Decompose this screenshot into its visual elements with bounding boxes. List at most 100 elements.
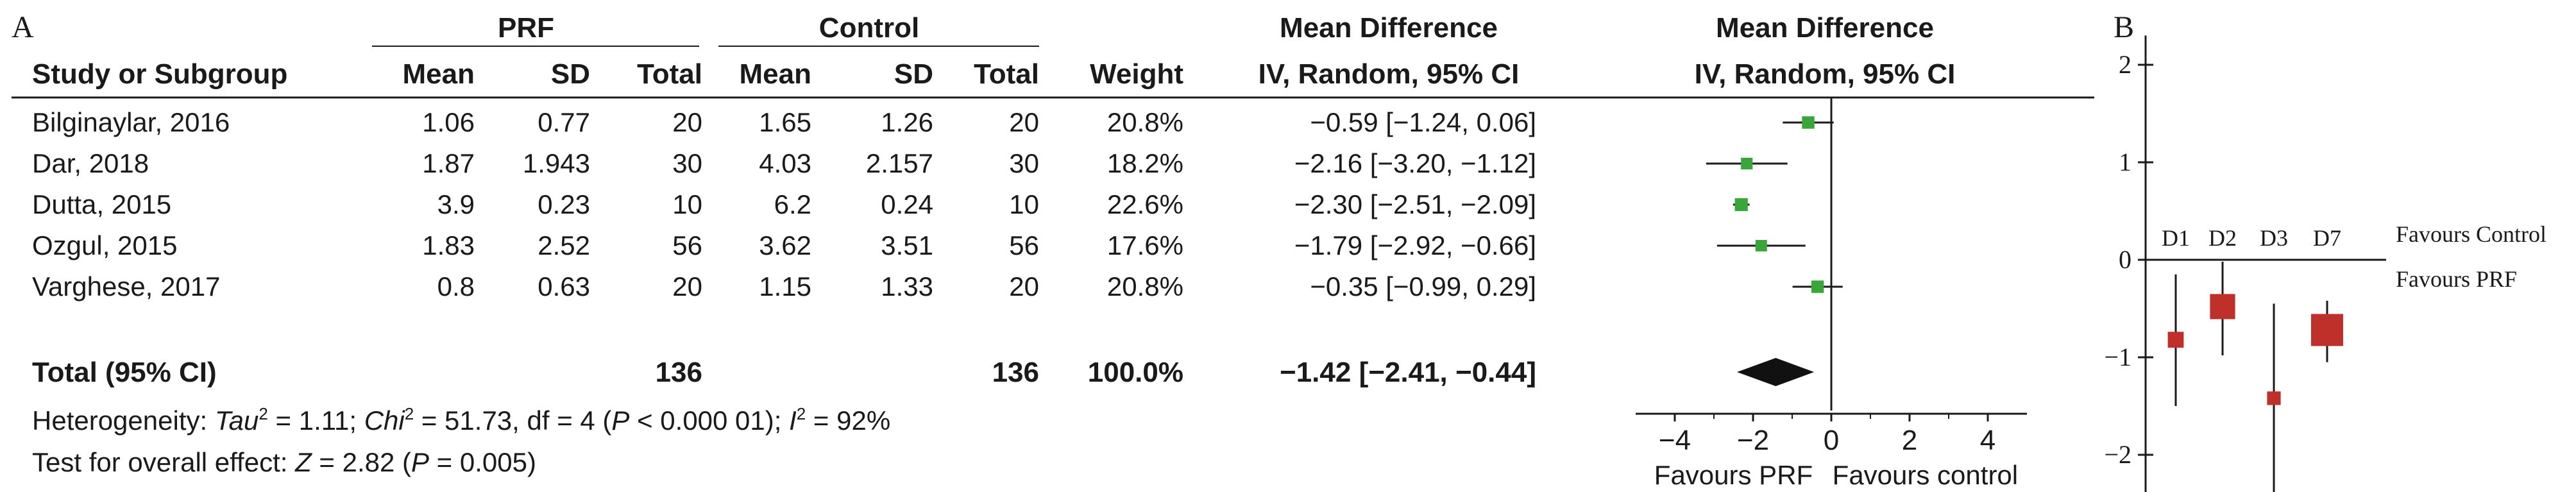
ctrl-sd: 0.24 bbox=[881, 189, 933, 219]
study-marker bbox=[1811, 280, 1824, 293]
ci-text: −1.79 [−2.92, −0.66] bbox=[1294, 230, 1536, 260]
prf-mean: 3.9 bbox=[437, 189, 475, 219]
prf-sd: 2.52 bbox=[538, 230, 590, 260]
ctrl-mean: 1.65 bbox=[759, 107, 811, 137]
ctrl-total: 56 bbox=[1009, 230, 1039, 260]
col-ci: IV, Random, 95% CI bbox=[1258, 58, 1520, 90]
prf-sd: 0.23 bbox=[538, 189, 590, 219]
x-tick-label: −2 bbox=[1737, 425, 1769, 456]
col-prf-mean: Mean bbox=[403, 58, 475, 90]
favours-prf-label: Favours PRF bbox=[1654, 460, 1813, 490]
col-ctrl-mean: Mean bbox=[740, 58, 811, 90]
col-ctrl-sd: SD bbox=[894, 58, 933, 90]
total-row: Total (95% CI) 136 136 100.0% −1.42 [−2.… bbox=[32, 357, 1536, 388]
panel-b: B 2 1 0 −1 −2 D1 D2 D3 D7 Favours Control Favours … bbox=[2104, 10, 2546, 492]
study-marker bbox=[1802, 116, 1815, 129]
header-mean-difference-left: Mean Difference bbox=[1280, 12, 1498, 44]
study-name: Dar, 2018 bbox=[32, 148, 149, 178]
y-tick-label: −1 bbox=[2104, 343, 2131, 371]
col-weight: Weight bbox=[1090, 58, 1183, 90]
ci-text: −0.35 [−0.99, 0.29] bbox=[1310, 271, 1536, 301]
ctrl-mean: 1.15 bbox=[759, 271, 811, 301]
study-rows: Bilginaylar, 2016 1.06 0.77 20 1.65 1.26 20 20.… bbox=[32, 107, 1536, 301]
table-row: Dutta, 2015 3.9 0.23 10 6.2 0.24 10 22.6% −2.30 … bbox=[32, 189, 1536, 219]
category-label: D3 bbox=[2260, 225, 2288, 251]
heterogeneity-text: Heterogeneity: Tau2 = 1.11; Chi2 = 51.73… bbox=[32, 404, 890, 436]
category-label: D1 bbox=[2162, 225, 2190, 251]
ctrl-sd: 1.26 bbox=[881, 107, 933, 137]
ctrl-total: 30 bbox=[1009, 148, 1039, 178]
col-prf-sd: SD bbox=[551, 58, 590, 90]
total-weight: 100.0% bbox=[1088, 357, 1183, 388]
y-tick-label: −2 bbox=[2104, 440, 2131, 469]
study-name: Ozgul, 2015 bbox=[32, 230, 178, 260]
ctrl-mean: 3.62 bbox=[759, 230, 811, 260]
prf-total: 10 bbox=[672, 189, 702, 219]
header-mean-difference-right: Mean Difference bbox=[1716, 12, 1934, 44]
estimate-marker bbox=[2311, 314, 2343, 346]
study-marker bbox=[1734, 198, 1748, 212]
total-control: 136 bbox=[992, 357, 1039, 388]
panel-a-label: A bbox=[12, 10, 34, 44]
ctrl-total: 10 bbox=[1009, 189, 1039, 219]
study-name: Dutta, 2015 bbox=[32, 189, 171, 219]
weight: 17.6% bbox=[1107, 230, 1183, 260]
ci-text: −2.30 [−2.51, −2.09] bbox=[1294, 189, 1536, 219]
weight: 20.8% bbox=[1107, 107, 1183, 137]
weight: 22.6% bbox=[1107, 189, 1183, 219]
prf-sd: 0.77 bbox=[538, 107, 590, 137]
prf-sd: 0.63 bbox=[538, 271, 590, 301]
col-ctrl-total: Total bbox=[974, 58, 1039, 90]
favours-control-label: Favours control bbox=[1833, 460, 2018, 490]
ci-text: −0.59 [−1.24, 0.06] bbox=[1310, 107, 1536, 137]
prf-mean: 1.87 bbox=[422, 148, 475, 178]
estimate-marker bbox=[2210, 294, 2235, 319]
ci-text: −2.16 [−3.20, −1.12] bbox=[1294, 148, 1536, 178]
x-tick-label: 4 bbox=[1980, 425, 1996, 456]
x-tick-label: −4 bbox=[1659, 425, 1691, 456]
ctrl-sd: 1.33 bbox=[881, 271, 933, 301]
prf-total: 20 bbox=[672, 271, 702, 301]
prf-total: 56 bbox=[672, 230, 702, 260]
study-name: Bilginaylar, 2016 bbox=[32, 107, 230, 137]
y-tick-label: 1 bbox=[2119, 148, 2131, 176]
panel-a: A PRF Control Mean Difference Mean Diffe… bbox=[12, 10, 2094, 490]
col-study: Study or Subgroup bbox=[32, 58, 287, 90]
total-ci: −1.42 [−2.41, −0.44] bbox=[1280, 357, 1536, 388]
y-tick-label: 0 bbox=[2119, 245, 2131, 274]
forest-plot: −4 −2 0 2 4 Favours PRF Favours control bbox=[1636, 98, 2027, 490]
table-row: Bilginaylar, 2016 1.06 0.77 20 1.65 1.26 20 20.… bbox=[32, 107, 1536, 137]
y-tick-label: 2 bbox=[2119, 50, 2131, 79]
total-prf: 136 bbox=[656, 357, 702, 388]
ctrl-sd: 3.51 bbox=[881, 230, 933, 260]
study-marker bbox=[1741, 157, 1753, 170]
ctrl-mean: 6.2 bbox=[774, 189, 811, 219]
table-row: Ozgul, 2015 1.83 2.52 56 3.62 3.51 56 17.6% −1.7… bbox=[32, 230, 1536, 260]
prf-total: 30 bbox=[672, 148, 702, 178]
prf-mean: 1.06 bbox=[422, 107, 475, 137]
ctrl-total: 20 bbox=[1009, 271, 1039, 301]
estimate-marker bbox=[2167, 332, 2184, 348]
table-row: Dar, 2018 1.87 1.943 30 4.03 2.157 30 18.2% −2.1… bbox=[32, 148, 1536, 178]
overall-effect-text: Test for overall effect: Z = 2.82 (P = 0… bbox=[32, 447, 536, 477]
category-label: D2 bbox=[2208, 225, 2237, 251]
weight: 18.2% bbox=[1107, 148, 1183, 178]
study-marker bbox=[1755, 240, 1767, 251]
ctrl-sd: 2.157 bbox=[866, 148, 933, 178]
ctrl-mean: 4.03 bbox=[759, 148, 811, 178]
table-row: Varghese, 2017 0.8 0.63 20 1.15 1.33 20 20.8% −0… bbox=[32, 271, 1536, 301]
prf-mean: 1.83 bbox=[422, 230, 475, 260]
ctrl-total: 20 bbox=[1009, 107, 1039, 137]
favours-control-label: Favours Control bbox=[2396, 221, 2546, 247]
header-prf: PRF bbox=[498, 12, 554, 44]
x-tick-label: 0 bbox=[1824, 425, 1839, 456]
study-name: Varghese, 2017 bbox=[32, 271, 220, 301]
header-control: Control bbox=[819, 12, 919, 44]
category-label: D7 bbox=[2313, 225, 2341, 251]
x-tick-label: 2 bbox=[1902, 425, 1917, 456]
col-prf-total: Total bbox=[637, 58, 702, 90]
prf-sd: 1.943 bbox=[523, 148, 590, 178]
prf-total: 20 bbox=[672, 107, 702, 137]
total-label: Total (95% CI) bbox=[32, 357, 217, 388]
